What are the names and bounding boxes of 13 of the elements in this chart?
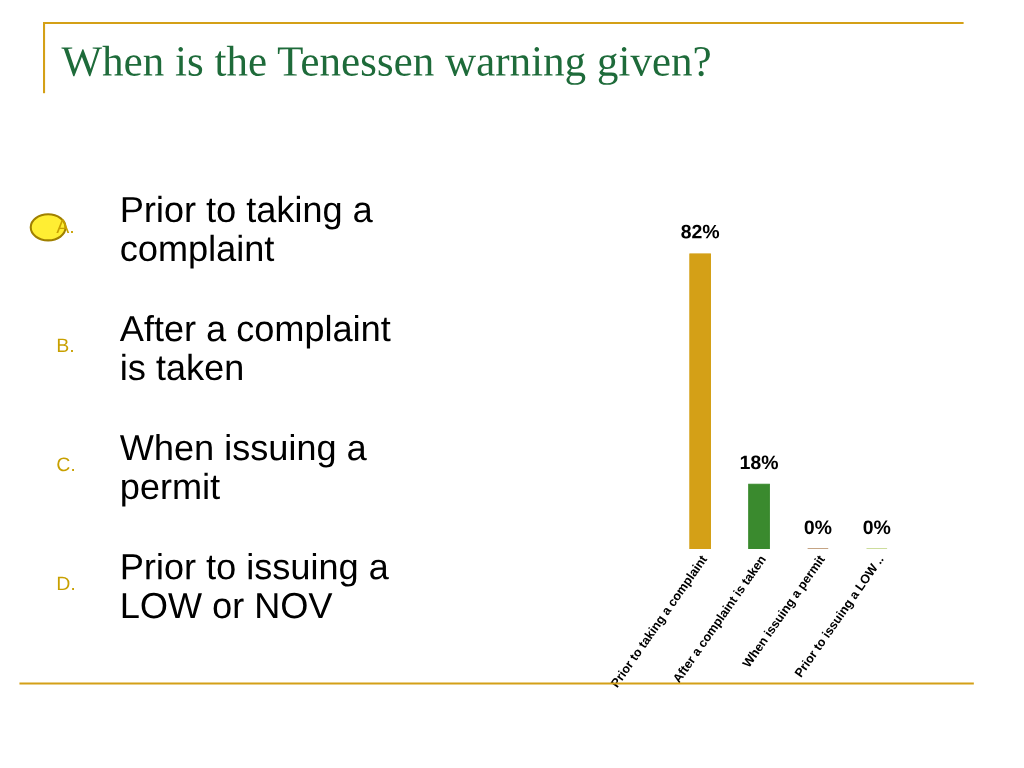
data-label: 82% [681, 224, 720, 239]
text: When issuing a permit [119, 433, 367, 507]
text: After a complaint is taken [119, 314, 391, 381]
text: B. [57, 338, 73, 353]
text: A. [56, 219, 73, 233]
data-label: 18% [740, 455, 778, 470]
chart-title: When is the Tenessen warning given? [61, 45, 710, 85]
data-label: 0% [804, 520, 832, 535]
data-label: 0% [863, 520, 891, 535]
text: Prior to taking a complaint [121, 195, 373, 269]
text: D. [57, 576, 74, 591]
text: Prior to issuing a LOW or NOV [122, 552, 389, 619]
text: C. [57, 457, 74, 472]
